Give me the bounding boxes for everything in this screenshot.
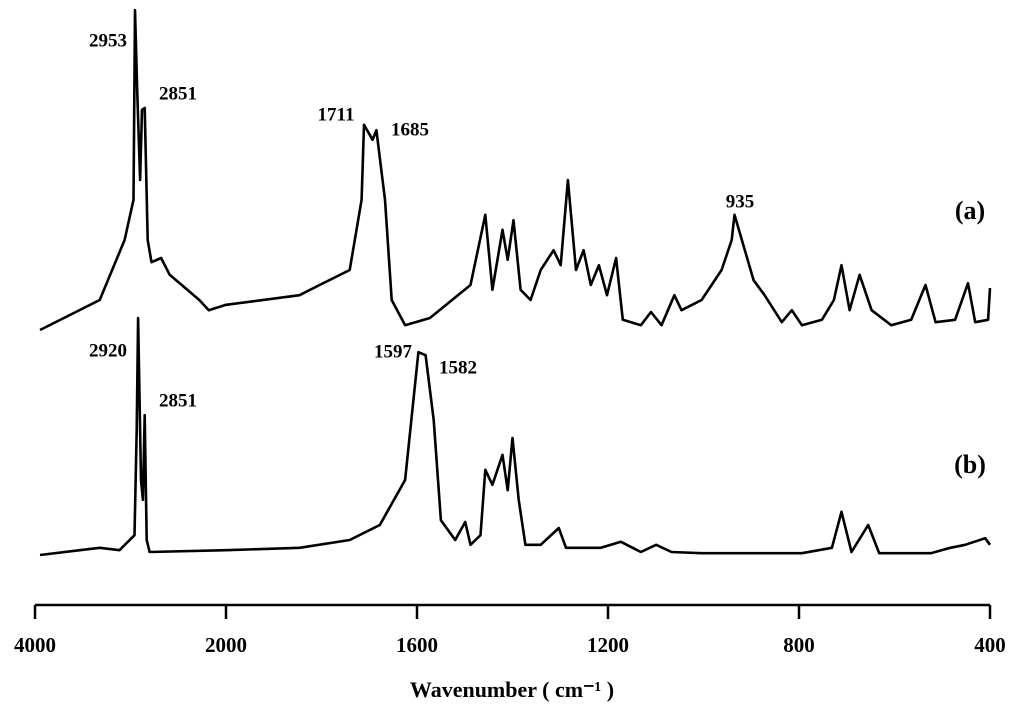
spectrum-line: [39, 316, 992, 557]
peak-label: 1582: [439, 357, 477, 378]
series-label: (a): [955, 196, 985, 225]
peak-label: 1711: [318, 104, 355, 125]
x-tick-label: 4000: [14, 633, 56, 657]
spectrum-line: [39, 8, 992, 332]
peak-label: 2953: [89, 30, 127, 51]
peak-label: 935: [726, 191, 755, 212]
x-tick-label: 800: [783, 633, 815, 657]
peak-label: 1685: [391, 119, 429, 140]
x-tick-label: 1200: [587, 633, 629, 657]
x-tick-label: 400: [974, 633, 1006, 657]
x-tick-label: 1600: [396, 633, 438, 657]
peak-label: 1597: [374, 341, 413, 362]
series-label: (b): [954, 450, 986, 479]
x-tick-label: 2000: [205, 633, 247, 657]
peak-label: 2851: [159, 83, 197, 104]
peak-label: 2920: [89, 340, 127, 361]
x-axis-label: Wavenumber ( cm⁻¹ ): [410, 677, 614, 702]
peak-label: 2851: [159, 390, 197, 411]
